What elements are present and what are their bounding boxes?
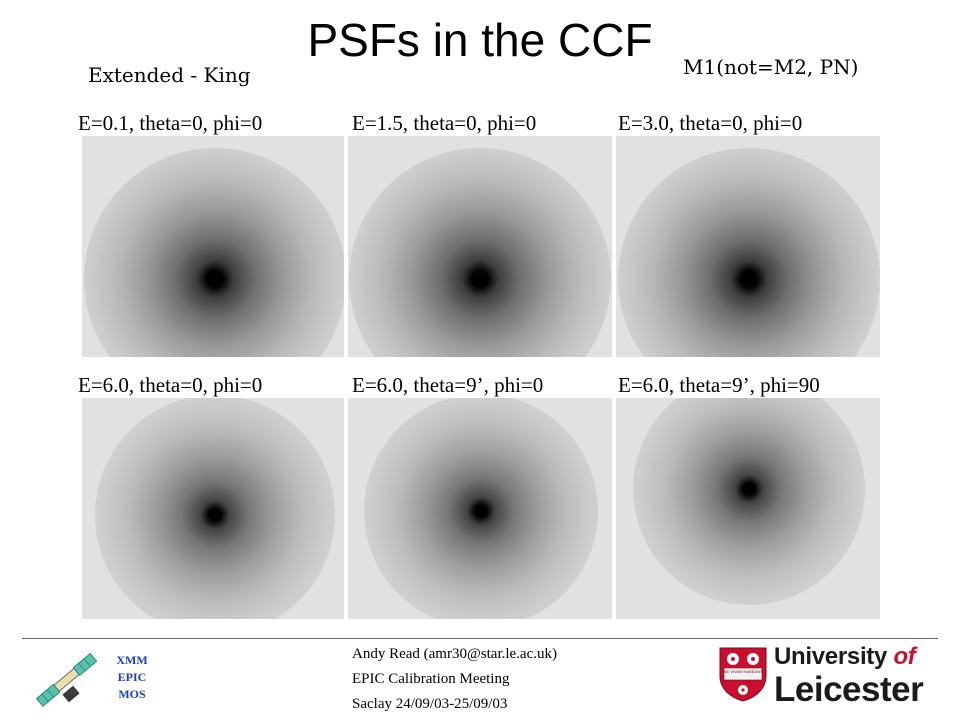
psf-image-panel	[348, 136, 612, 357]
university-word: University	[774, 643, 888, 670]
psf-image	[95, 398, 335, 619]
university-crest-icon: NE VIVAM HABEANT	[719, 647, 767, 702]
psf-image-panel	[82, 398, 344, 619]
xmm-epic-mos-logo: XMM EPIC MOS	[104, 652, 160, 703]
panel-caption: E=6.0, theta=9’, phi=0	[352, 373, 544, 397]
psf-image-panel	[82, 136, 344, 357]
logo-line: EPIC	[117, 670, 147, 684]
psf-image	[84, 148, 344, 357]
psf-image	[349, 148, 611, 357]
footer-author: Andy Read (amr30@star.le.ac.uk)	[352, 646, 557, 662]
slide-title: PSFs in the CCF	[307, 14, 653, 66]
psf-image	[633, 398, 865, 605]
xmm-satellite-icon	[35, 652, 98, 707]
footer-info: Andy Read (amr30@star.le.ac.uk) EPIC Cal…	[352, 642, 557, 717]
panel-caption: E=1.5, theta=0, phi=0	[352, 111, 537, 135]
logo-line: XMM	[116, 653, 148, 667]
university-name: Leicester	[774, 670, 924, 709]
psf-image	[364, 398, 598, 619]
psf-image-panel	[616, 398, 880, 619]
crest-motto: NE VIVAM HABEANT	[724, 669, 763, 674]
footer-divider	[22, 638, 938, 639]
footer-place-date: Saclay 24/09/03-25/09/03	[352, 696, 508, 712]
panel-caption: E=3.0, theta=0, phi=0	[618, 111, 803, 135]
psf-image	[618, 148, 880, 357]
panel-caption: E=6.0, theta=0, phi=0	[78, 373, 263, 397]
panel-caption: E=0.1, theta=0, phi=0	[78, 111, 263, 135]
panel-caption: E=6.0, theta=9’, phi=90	[618, 373, 820, 397]
logo-line: MOS	[118, 687, 146, 701]
instrument-label: M1(not=M2, PN)	[683, 55, 859, 79]
psf-image-panel	[616, 136, 880, 357]
psf-image-panel	[348, 398, 612, 619]
psf-model-label: Extended - King	[88, 63, 251, 87]
university-wordmark: University of Leicester	[774, 643, 924, 709]
university-of: of	[893, 643, 916, 670]
footer-meeting: EPIC Calibration Meeting	[352, 671, 510, 687]
